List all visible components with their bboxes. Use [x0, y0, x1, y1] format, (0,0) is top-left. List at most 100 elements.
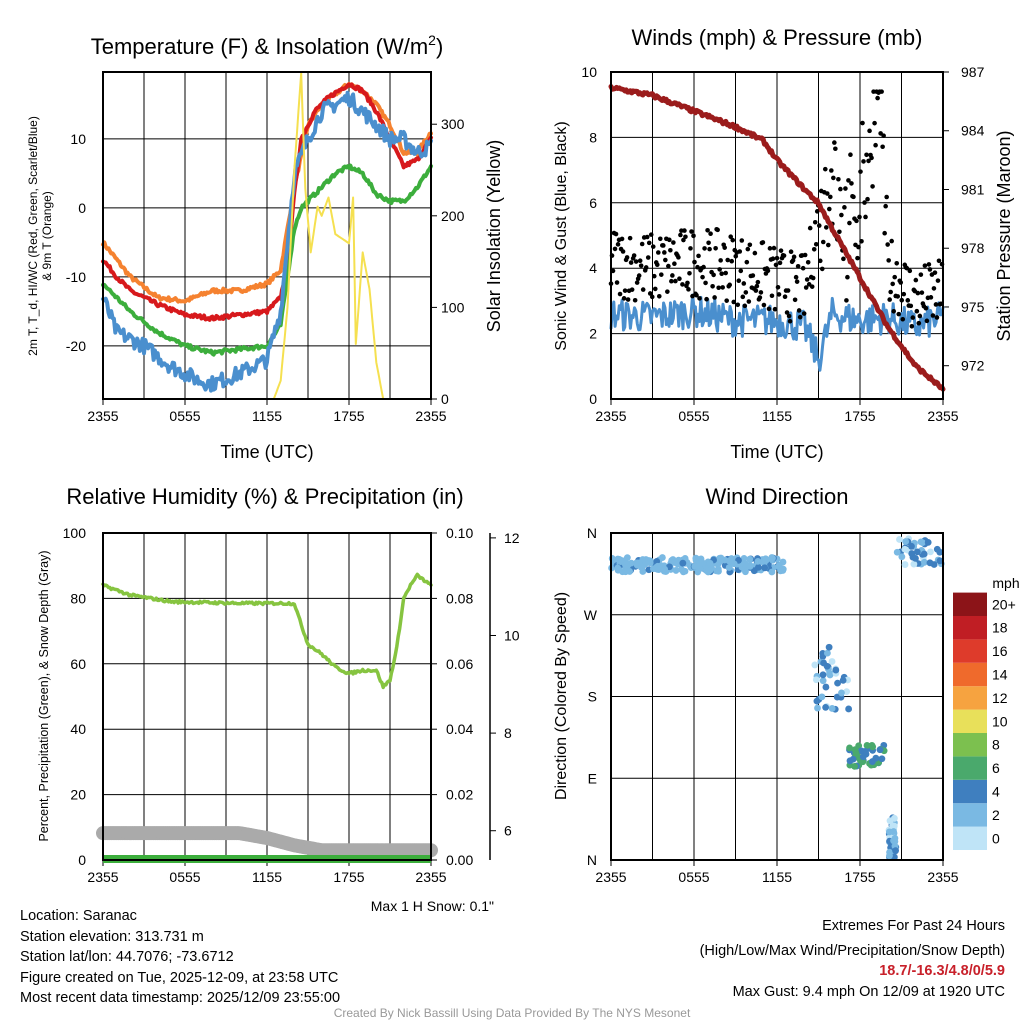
gust-point [900, 316, 906, 322]
gust-point [645, 255, 651, 260]
direction-point [725, 564, 733, 571]
extremes: Extremes For Past 24 Hours (High/Low/Max… [700, 916, 1005, 1002]
x-tick-label: 0555 [678, 408, 709, 424]
direction-point [869, 743, 877, 751]
gust-point [828, 194, 833, 200]
x-tick-label: 2355 [415, 869, 446, 885]
gust-point [872, 120, 877, 126]
gust-point [755, 279, 761, 285]
gust-point [767, 246, 773, 251]
gust-point [794, 279, 800, 284]
gust-point [740, 294, 746, 300]
gust-point [651, 273, 657, 279]
gust-point [926, 262, 932, 267]
y3-tick-label: 6 [504, 823, 512, 839]
y-axis-label: Direction (Colored By Speed) [553, 592, 570, 800]
gust-point [860, 120, 865, 126]
gust-point [801, 311, 807, 316]
gust-point [859, 238, 864, 244]
gust-point [918, 272, 924, 277]
gust-point [614, 280, 620, 285]
gust-point [924, 318, 930, 324]
x-tick-label: 2355 [927, 408, 958, 424]
gust-point [665, 289, 670, 294]
gust-point [655, 250, 661, 255]
legend-swatch [953, 592, 987, 616]
lat-lon: Station lat/lon: 44.7076; -73.6712 [20, 949, 234, 965]
y2-axis-label: Station Pressure (Maroon) [994, 130, 1014, 341]
y-tick-label: N [587, 525, 597, 541]
gust-point [919, 290, 925, 295]
x-tick-label: 0555 [169, 408, 200, 424]
direction-point [763, 556, 770, 564]
legend-label: 2 [992, 807, 1000, 823]
location: Location: Saranac [20, 908, 137, 924]
gust-point [880, 144, 885, 150]
direction-point [902, 538, 910, 545]
gust-point [831, 175, 836, 181]
gust-point [914, 308, 920, 314]
gust-point [832, 140, 837, 145]
gust-point [683, 234, 688, 240]
gust-point [622, 288, 628, 293]
gust-point [631, 253, 637, 258]
direction-point [638, 563, 646, 571]
direction-point [910, 560, 918, 568]
gust-point [827, 206, 832, 212]
gust-point [628, 260, 634, 265]
gust-point [891, 308, 897, 314]
x-tick-label: 2355 [595, 869, 626, 885]
direction-point [859, 753, 867, 761]
gust-point [650, 244, 656, 249]
gust-point [636, 273, 642, 278]
gust-point [849, 181, 854, 186]
legend-label: 16 [992, 643, 1008, 659]
gust-point [847, 220, 852, 226]
series-pressure [608, 84, 946, 392]
gust-point [892, 274, 898, 280]
gust-point [716, 285, 721, 291]
gust-point [829, 168, 834, 173]
direction-point [927, 548, 934, 556]
series-rh [101, 572, 433, 690]
gust-point [899, 297, 905, 303]
gust-point [932, 270, 938, 275]
gust-point [705, 227, 710, 233]
x-tick-label: 1155 [762, 408, 792, 424]
gust-point [885, 242, 890, 247]
gust-point [875, 95, 880, 101]
direction-point [851, 746, 859, 754]
gust-point [905, 298, 911, 303]
gust-point [917, 313, 923, 319]
gust-point [659, 272, 664, 277]
direction-point [621, 557, 629, 565]
gust-point [774, 255, 780, 261]
direction-point [896, 536, 903, 543]
legend-label: 4 [992, 784, 1000, 800]
y-tick-label: W [584, 607, 598, 623]
direction-point [811, 661, 819, 669]
max-snow-note: Max 1 H Snow: 0.1" [371, 898, 494, 914]
y2-tick-label: 0.02 [446, 787, 473, 803]
x-tick-label: 0555 [678, 869, 709, 885]
direction-point [614, 566, 622, 574]
direction-point [822, 683, 830, 691]
gust-point [804, 277, 810, 282]
direction-point [920, 550, 928, 558]
plot-frame [102, 71, 432, 400]
gust-point [845, 274, 850, 280]
gust-point [873, 142, 878, 148]
gust-point [883, 203, 888, 209]
gust-point [773, 262, 779, 268]
gust-point [791, 254, 797, 260]
y-tick-label: 10 [581, 64, 597, 80]
gust-point [837, 229, 842, 235]
gust-point [790, 258, 796, 263]
direction-point [846, 744, 853, 752]
direction-point [893, 548, 901, 556]
credit: Created By Nick Bassill Using Data Provi… [333, 1006, 691, 1020]
gust-point [735, 302, 741, 308]
series-sonic-wind [609, 293, 945, 372]
gust-point [612, 246, 618, 252]
y-tick-label: 100 [63, 525, 87, 541]
